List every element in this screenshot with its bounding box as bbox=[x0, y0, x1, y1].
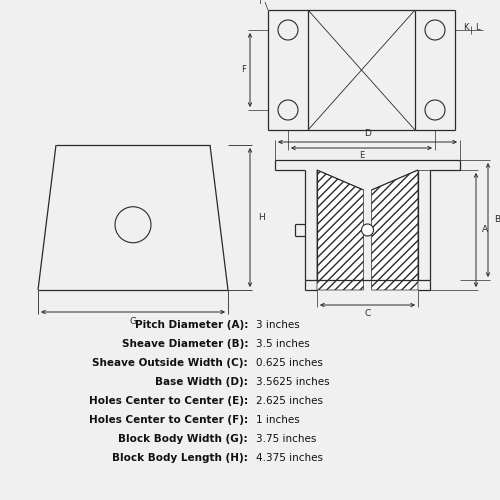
Text: C: C bbox=[364, 308, 370, 318]
Text: 1 inches: 1 inches bbox=[256, 415, 300, 425]
Text: E: E bbox=[359, 152, 364, 160]
Text: 3.5625 inches: 3.5625 inches bbox=[256, 377, 330, 387]
Text: Block Body Width (G):: Block Body Width (G): bbox=[118, 434, 248, 444]
Polygon shape bbox=[317, 170, 364, 290]
Text: Base Width (D):: Base Width (D): bbox=[155, 377, 248, 387]
Text: A: A bbox=[482, 226, 488, 234]
Text: 4.375 inches: 4.375 inches bbox=[256, 453, 323, 463]
Text: F: F bbox=[242, 66, 246, 74]
Text: Sheave Diameter (B):: Sheave Diameter (B): bbox=[122, 339, 248, 349]
Text: 0.625 inches: 0.625 inches bbox=[256, 358, 323, 368]
Text: H: H bbox=[258, 213, 265, 222]
Text: K: K bbox=[463, 22, 468, 32]
Text: Block Body Length (H):: Block Body Length (H): bbox=[112, 453, 248, 463]
Text: T: T bbox=[258, 0, 263, 6]
Polygon shape bbox=[372, 170, 418, 290]
Text: 3.5 inches: 3.5 inches bbox=[256, 339, 310, 349]
Text: Pitch Diameter (A):: Pitch Diameter (A): bbox=[134, 320, 248, 330]
Text: 3 inches: 3 inches bbox=[256, 320, 300, 330]
Text: Holes Center to Center (E):: Holes Center to Center (E): bbox=[89, 396, 248, 406]
Text: Sheave Outside Width (C):: Sheave Outside Width (C): bbox=[92, 358, 248, 368]
Circle shape bbox=[362, 224, 374, 236]
Text: 2.625 inches: 2.625 inches bbox=[256, 396, 323, 406]
Text: B: B bbox=[494, 216, 500, 224]
Text: L: L bbox=[475, 22, 480, 32]
Text: Holes Center to Center (F):: Holes Center to Center (F): bbox=[89, 415, 248, 425]
Text: 3.75 inches: 3.75 inches bbox=[256, 434, 316, 444]
Text: D: D bbox=[364, 130, 371, 138]
Text: G: G bbox=[130, 316, 136, 326]
